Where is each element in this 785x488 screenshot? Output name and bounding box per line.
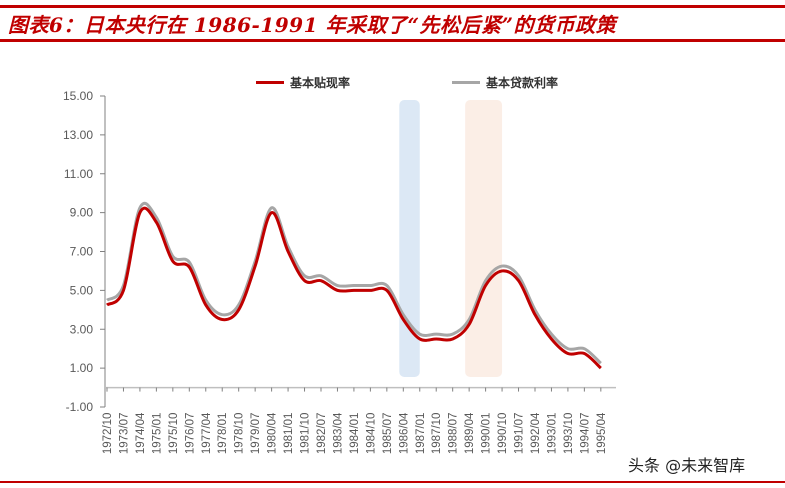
legend-label: 基本贴现率: [290, 76, 351, 90]
x-tick-label: 1985/07: [382, 413, 394, 455]
legend-label: 基本贷款利率: [486, 76, 559, 90]
x-tick-label: 1984/01: [349, 413, 361, 455]
x-tick-label: 1989/04: [464, 412, 476, 454]
legend-swatch-red: [256, 81, 284, 84]
y-tick-label: 9.00: [70, 206, 94, 220]
x-tick-label: 1974/04: [135, 412, 147, 454]
x-tick-label: 1977/04: [201, 412, 213, 454]
x-tick-label: 1983/04: [332, 412, 344, 454]
y-tick-label: 15.00: [63, 89, 93, 103]
x-tick-label: 1987/10: [431, 413, 443, 455]
x-tick-label: 1990/10: [497, 413, 509, 455]
x-tick-label: 1978/01: [217, 413, 229, 455]
x-tick-label: 1975/01: [151, 413, 163, 455]
x-tick-label: 1979/07: [250, 413, 262, 455]
y-tick-label: 3.00: [70, 322, 94, 336]
x-tick-label: 1991/07: [514, 413, 526, 455]
x-tick-label: 1972/10: [102, 413, 114, 455]
series-line-discount-rate: [106, 206, 602, 370]
x-tick-label: 1988/07: [448, 413, 460, 455]
x-tick-label: 1982/07: [316, 413, 328, 455]
highlight-band-tightening: [465, 100, 503, 377]
y-tick-label: 11.00: [64, 167, 93, 181]
x-tick-label: 1981/01: [283, 413, 295, 455]
legend-item-lending-rate: 基本贷款利率: [452, 74, 558, 91]
y-tick-label: 7.00: [70, 245, 94, 259]
highlight-band-easing: [399, 100, 420, 377]
chart-title: 图表6：日本央行在 1986-1991 年采取了“先松后紧”的货币政策: [8, 13, 616, 37]
x-tick-label: 1987/01: [415, 413, 427, 455]
x-tick-label: 1980/04: [267, 412, 279, 454]
x-tick-label: 1984/10: [365, 413, 377, 455]
x-tick-label: 1995/04: [596, 412, 608, 454]
legend-swatch-gray: [452, 81, 480, 84]
x-tick-label: 1986/04: [398, 412, 410, 454]
title-bottom-rule: [0, 39, 785, 42]
x-tick-label: 1993/01: [546, 413, 558, 455]
y-tick-label: -1.00: [66, 400, 94, 414]
series-line-lending-rate: [106, 201, 602, 365]
x-tick-label: 1981/10: [300, 413, 312, 455]
x-tick-label: 1992/04: [530, 412, 542, 454]
x-tick-label: 1990/01: [481, 413, 493, 455]
legend-item-discount-rate: 基本贴现率: [256, 74, 350, 91]
watermark: 头条 @未来智库: [628, 456, 746, 475]
y-tick-label: 5.00: [70, 283, 94, 297]
y-tick-label: 1.00: [70, 361, 94, 375]
x-tick-label: 1976/07: [184, 413, 196, 455]
y-tick-label: 13.00: [63, 128, 93, 142]
x-tick-label: 1975/10: [168, 413, 180, 455]
footer-rule: [0, 481, 785, 483]
x-tick-label: 1994/07: [579, 413, 591, 455]
x-tick-label: 1973/07: [118, 413, 130, 455]
x-tick-label: 1978/10: [234, 413, 246, 455]
title-top-rule: [0, 5, 785, 8]
x-tick-label: 1993/10: [563, 413, 575, 455]
